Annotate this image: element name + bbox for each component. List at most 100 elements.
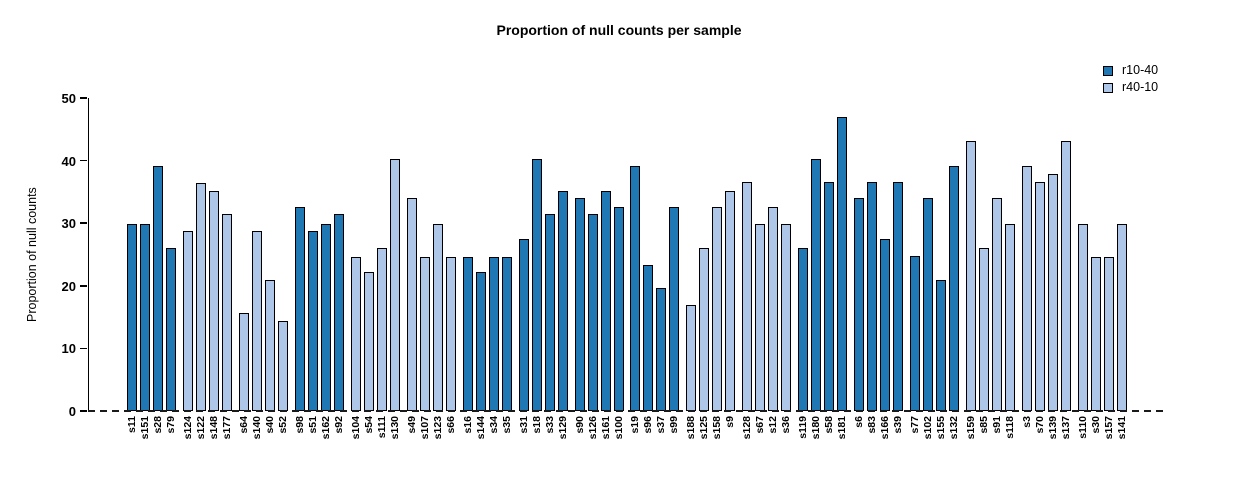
x-tick-label: s188 [685, 416, 698, 440]
bar-s162: s162 [320, 223, 332, 439]
bar-s130: s130 [389, 158, 401, 439]
bar-s31: s31 [517, 239, 529, 434]
y-tick [80, 159, 87, 162]
bar-s132: s132 [948, 165, 960, 439]
plot-area: 0 10 20 30 40 50 s11 s151 s28 s79 s124 s122 s148 s17… [62, 92, 1165, 439]
bar-s77: s77 [909, 256, 921, 434]
bar-s102: s102 [922, 198, 934, 439]
x-tick-label: s92 [332, 416, 345, 434]
bar-s110: s110 [1077, 223, 1089, 439]
bar-group: s104 s54 s111 s130 [350, 158, 401, 439]
x-tick-label: s66 [444, 416, 457, 434]
bar-group: s64 s140 s40 s52 [238, 231, 289, 439]
x-tick-label: s35 [500, 416, 513, 434]
bar-s140: s140 [251, 231, 263, 439]
x-tick-label: s40 [263, 416, 276, 434]
bar-group: s124 s122 s148 s177 [182, 182, 233, 439]
y-axis-line [88, 98, 89, 411]
bar-s158: s158 [711, 206, 723, 439]
x-tick-label: s37 [655, 416, 668, 434]
bar-s161: s161 [599, 190, 611, 439]
bar-s85: s85 [978, 247, 990, 434]
y-tick [80, 97, 87, 99]
x-tick-label: s79 [164, 416, 177, 434]
x-tick-label: s16 [461, 416, 474, 434]
bar-s16: s16 [461, 257, 473, 434]
bar-s125: s125 [698, 247, 710, 439]
bar-s151: s151 [139, 223, 151, 439]
x-tick-label: s54 [362, 416, 375, 434]
bar-group: s188 s125 s158 s9 [685, 190, 736, 439]
y-axis-title: Proportion of null counts [25, 187, 39, 322]
x-tick-label: s90 [573, 416, 586, 434]
bar-group: s119 s180 s58 s181 [797, 116, 848, 439]
x-tick-label: s132 [947, 416, 960, 440]
x-tick-label: s128 [741, 416, 754, 440]
chart-title: Proportion of null counts per sample [496, 22, 742, 38]
bar-s36: s36 [780, 223, 792, 434]
y-tick-label: 30 [61, 216, 76, 232]
bar-s18: s18 [530, 158, 542, 434]
x-tick-label: s107 [418, 416, 431, 440]
x-tick-label: s77 [908, 416, 921, 434]
x-tick-label: s129 [556, 416, 569, 440]
y-tick [80, 347, 87, 350]
bar-group: s98 s51 s162 s92 [294, 206, 345, 439]
bar-s107: s107 [418, 257, 430, 439]
bar-group: s6 s83 s166 s39 [853, 181, 904, 439]
y-tick-label: 40 [61, 153, 76, 169]
bar-s129: s129 [556, 190, 568, 439]
x-tick-label: s30 [1089, 416, 1102, 434]
x-tick-label: s104 [349, 416, 362, 440]
x-tick-label: s177 [220, 416, 233, 440]
x-tick-label: s125 [698, 416, 711, 440]
y-tick [80, 285, 87, 287]
x-tick-label: s96 [642, 416, 655, 434]
x-tick-label: s102 [921, 416, 934, 440]
bar-group: s77 s102 s155 s132 [909, 165, 960, 439]
bar-s51: s51 [307, 231, 319, 434]
bar-s124: s124 [182, 231, 194, 439]
y-tick-label: 50 [61, 91, 76, 106]
bar-s157: s157 [1103, 257, 1115, 439]
x-tick-label: s98 [293, 416, 306, 434]
x-tick-label: s34 [487, 416, 500, 434]
x-tick-label: s33 [543, 416, 556, 434]
bar-s39: s39 [892, 181, 904, 434]
x-tick-label: s148 [207, 416, 220, 440]
bar-group: s128 s67 s12 s36 [741, 181, 792, 439]
legend-label: r40-10 [1122, 80, 1159, 95]
bar-s141: s141 [1116, 223, 1128, 439]
bar-s83: s83 [866, 181, 878, 434]
bar-s98: s98 [294, 206, 306, 434]
x-tick-label: s85 [977, 416, 990, 434]
x-tick-label: s58 [823, 416, 835, 434]
x-tick-label: s123 [431, 416, 444, 440]
x-tick-label: s141 [1115, 416, 1128, 440]
zero-dashed-line [88, 409, 1165, 412]
x-tick-label: s19 [629, 416, 642, 434]
x-tick-label: s31 [517, 416, 530, 434]
bar-group: s19 s96 s37 s99 [629, 165, 680, 434]
x-tick-label: s118 [1003, 416, 1016, 439]
legend-swatch-r40-10 [1103, 82, 1113, 93]
bar-s33: s33 [543, 214, 555, 434]
bar-s119: s119 [797, 247, 809, 439]
legend-swatch-r10-40 [1103, 65, 1113, 76]
x-tick-label: s157 [1102, 416, 1115, 440]
bar-s166: s166 [879, 239, 891, 439]
bar-s99: s99 [668, 206, 680, 434]
bar-s6: s6 [853, 198, 865, 428]
legend-item-r10-40: r10-40 [1103, 62, 1158, 79]
bar-s90: s90 [573, 198, 585, 434]
bar-s30: s30 [1090, 257, 1102, 434]
bar-group: s11 s151 s28 s79 [126, 165, 177, 439]
bar-s100: s100 [612, 206, 624, 439]
bar-s37: s37 [655, 288, 667, 434]
y-tick-label: 10 [61, 341, 76, 357]
y-tick-label: 0 [68, 404, 76, 419]
bar-s155: s155 [935, 280, 947, 439]
x-tick-label: s162 [319, 416, 332, 440]
x-tick-label: s9 [724, 416, 737, 428]
